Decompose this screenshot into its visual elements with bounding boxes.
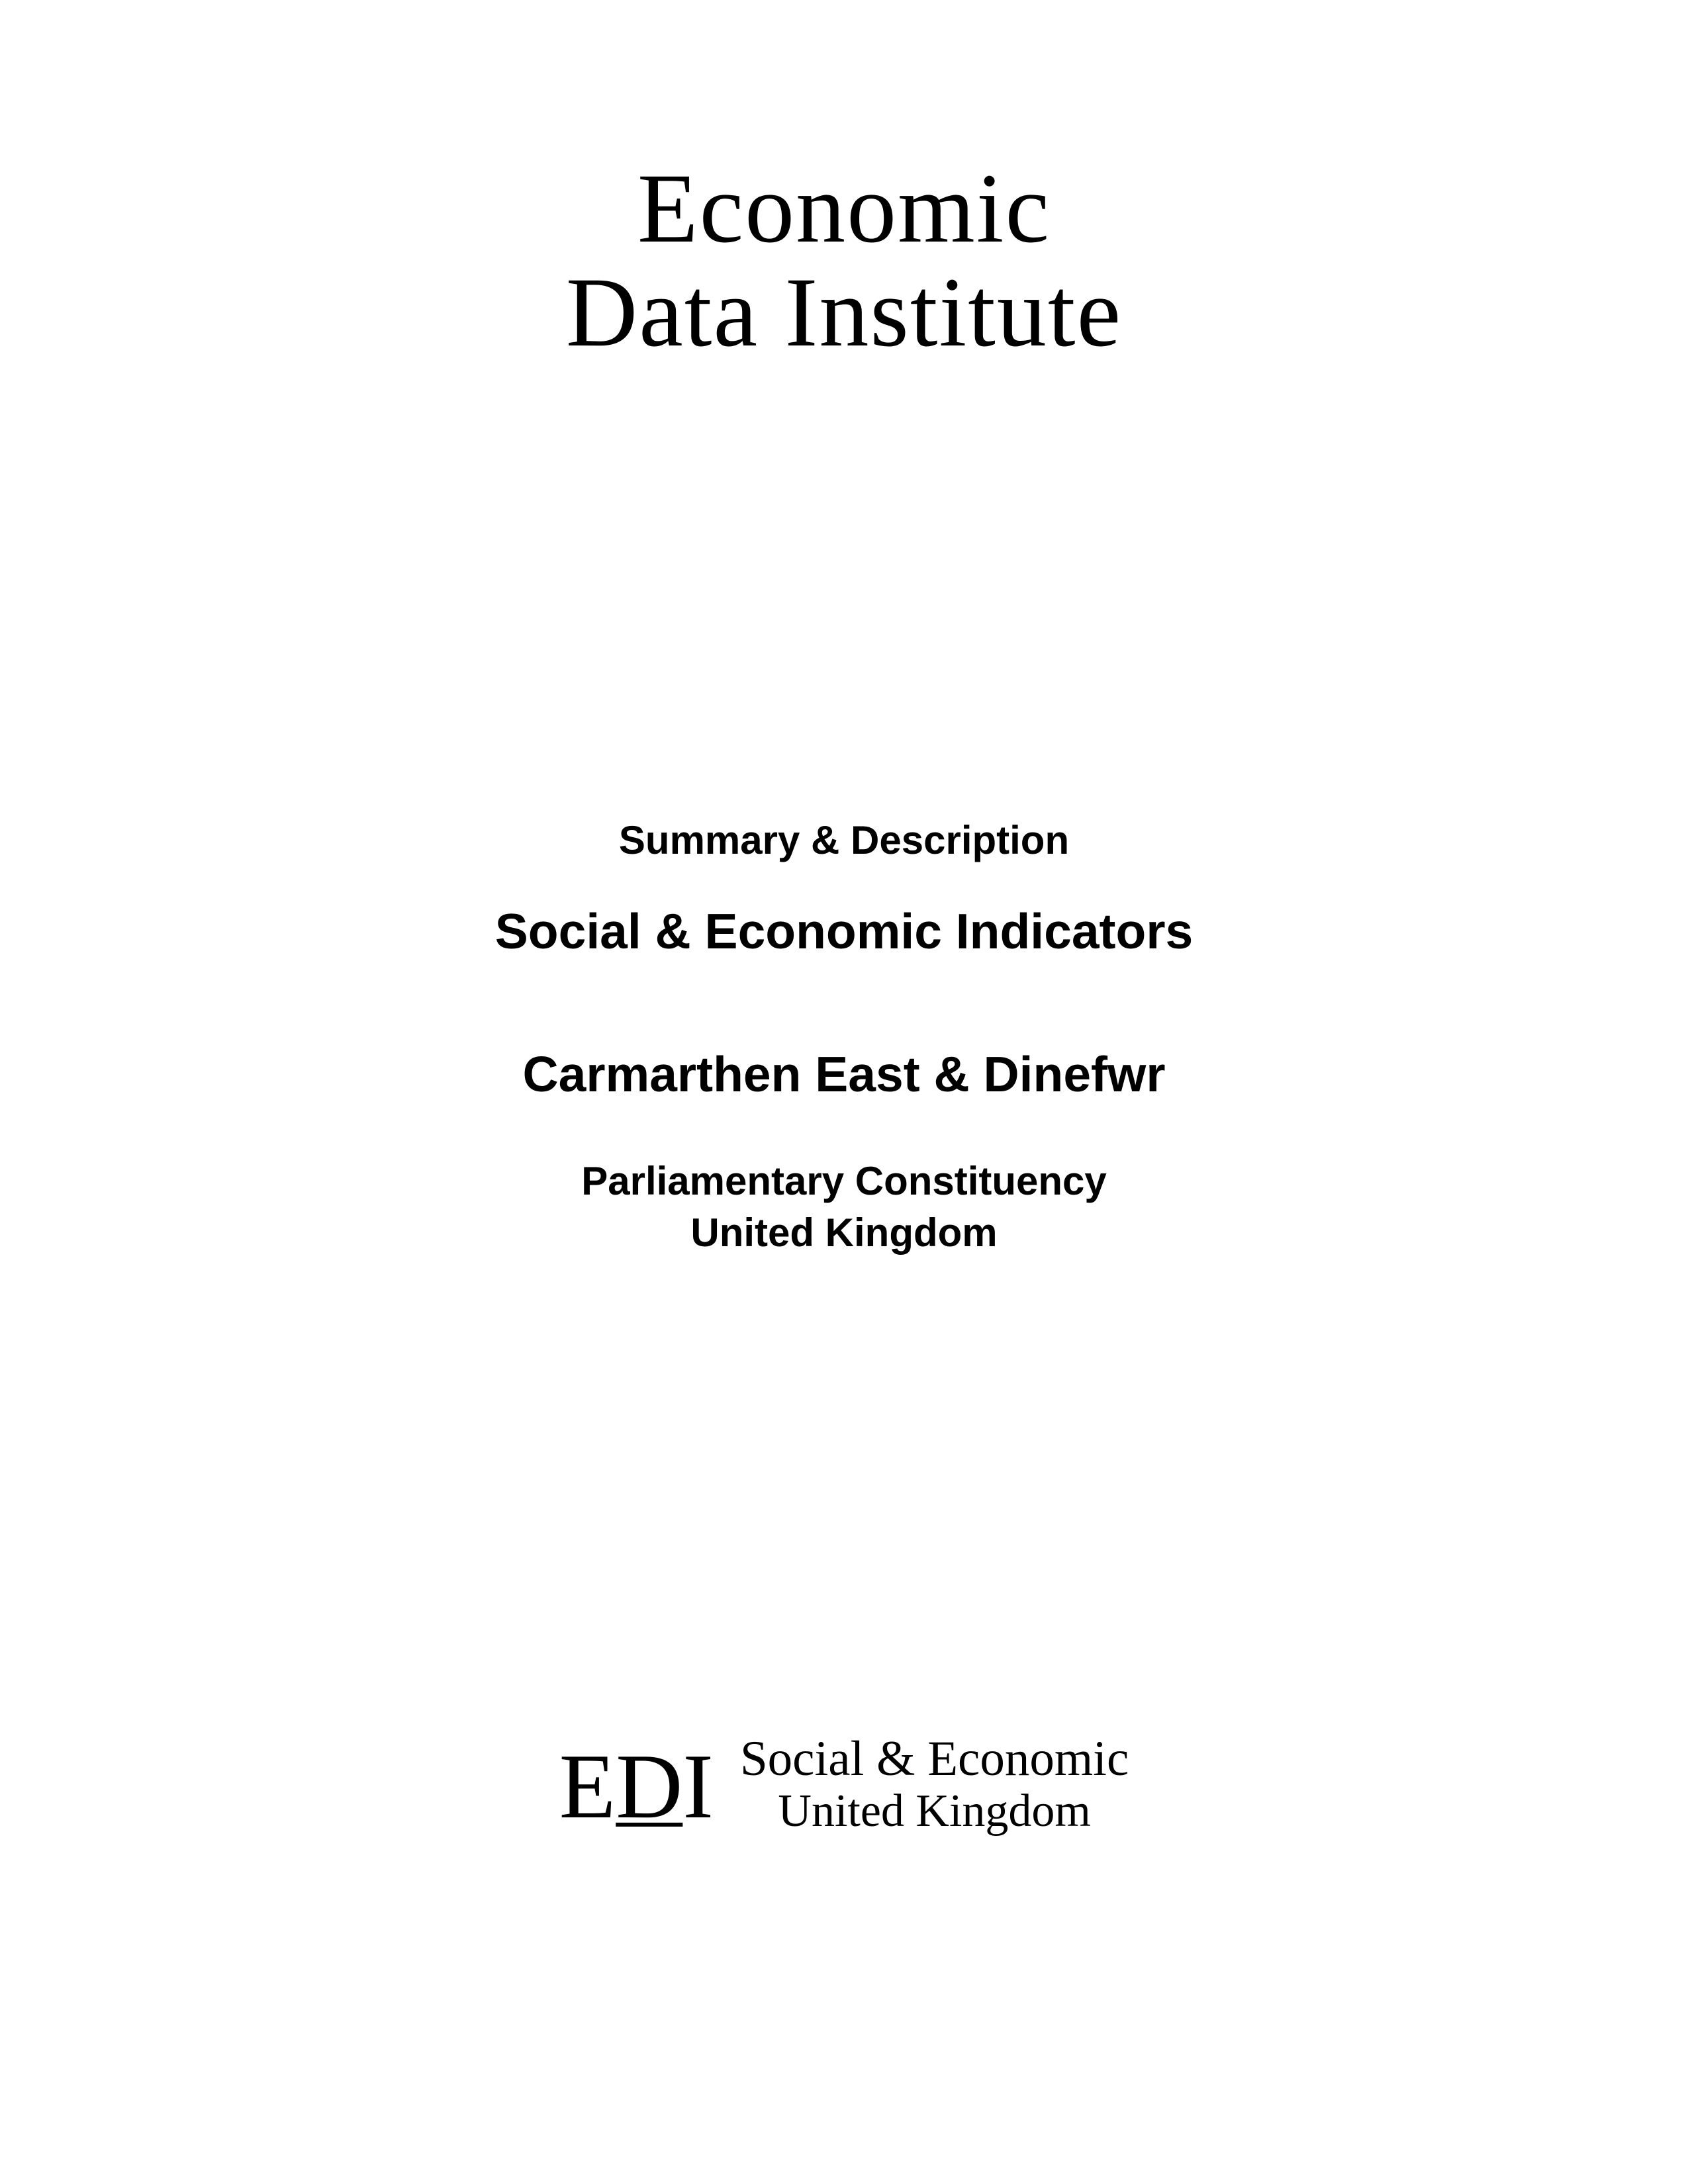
region-name: Carmarthen East & Dinefwr (495, 1046, 1193, 1103)
edi-letter-e: E (559, 1733, 616, 1840)
footer-text-line2: United Kingdom (778, 1784, 1090, 1839)
footer-logo: EDI Social & Economic United Kingdom (559, 1733, 1129, 1840)
subtitle-constituency: Parliamentary Constituency (495, 1156, 1193, 1207)
header-logo-line2: Data Institute (566, 258, 1122, 367)
summary-description-label: Summary & Description (495, 817, 1193, 863)
indicators-title: Social & Economic Indicators (495, 903, 1193, 960)
header-logo-line1: Economic (566, 159, 1122, 258)
content-block: Summary & Description Social & Economic … (495, 817, 1193, 1259)
edi-letter-i: I (682, 1733, 714, 1840)
edi-letter-d: D (616, 1733, 682, 1840)
footer-text-block: Social & Economic United Kingdom (740, 1734, 1129, 1839)
header-logo: Economic Data Institute (566, 159, 1122, 367)
footer-text-line1: Social & Economic (740, 1734, 1129, 1784)
subtitle-country: United Kingdom (495, 1207, 1193, 1259)
document-page: Economic Data Institute Summary & Descri… (0, 0, 1688, 2184)
edi-mark: EDI (559, 1733, 714, 1840)
